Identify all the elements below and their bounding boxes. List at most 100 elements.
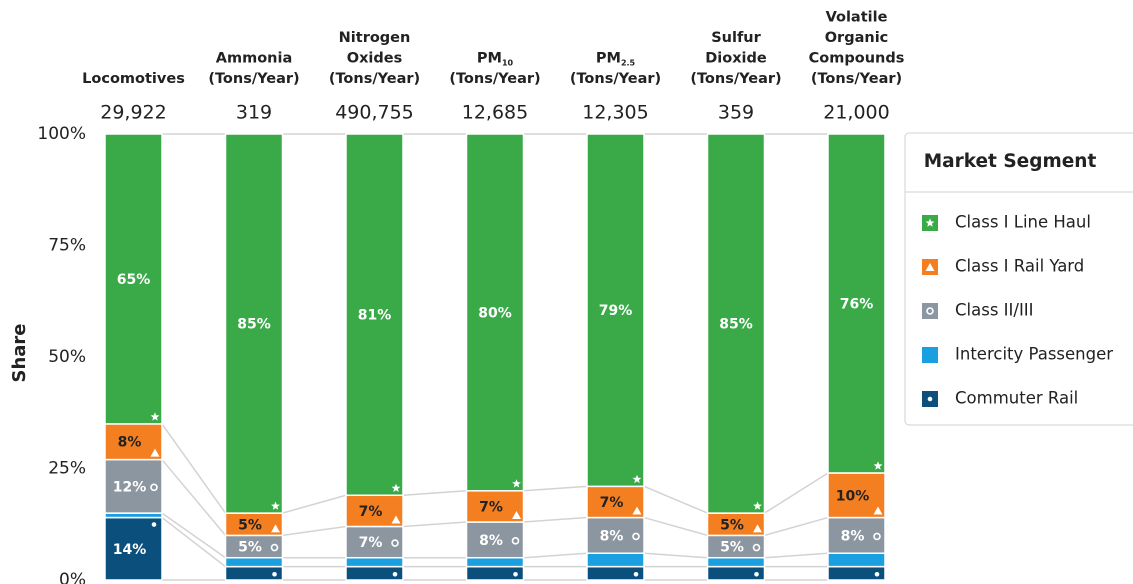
bar-segment [345,556,404,568]
triangle-icon [150,448,160,457]
y-tick-label: 0% [59,570,86,584]
dot-icon [151,522,157,527]
total-label: 490,755 [335,102,414,124]
legend-label: Class II/III [955,301,1034,320]
total-label: 319 [236,102,272,124]
legend-swatch [922,347,938,363]
bar-segment [104,458,163,514]
connector [402,490,467,497]
data-label: 85% [237,317,271,333]
category-label: (Tons/Year) [570,71,661,87]
category-label: (Tons/Year) [690,71,781,87]
bar-segment [827,133,886,474]
star-icon [512,479,521,488]
data-label: 81% [358,308,392,324]
star-icon [391,483,401,492]
ring-icon [150,483,158,492]
star-icon [150,412,160,421]
y-tick-label: 25% [48,459,86,479]
bar-segment [224,556,284,568]
ring-icon [391,539,399,547]
ring-icon [632,532,640,541]
connector [523,485,588,492]
bar-segment [224,133,284,514]
data-label: 8% [841,528,865,544]
connector [282,525,347,537]
data-label: 5% [238,540,262,556]
data-label: 14% [113,542,147,558]
category-sub: 10 [502,58,514,67]
bar-segment [465,521,525,559]
bar-segment [465,133,525,492]
connector [643,485,708,514]
category-label: Compounds [809,51,905,67]
connector [764,516,829,537]
category-label: Nitrogen [339,30,411,46]
total-label: 359 [718,102,754,124]
connector [161,423,227,514]
triangle-icon [925,263,935,271]
connector [764,472,829,514]
star-icon [632,474,642,484]
star-icon [925,218,935,227]
y-tick-label: 100% [37,124,86,144]
category-label: (Tons/Year) [329,71,420,87]
legend-box [904,132,1133,426]
ring-icon [926,307,934,315]
bar-segment [706,556,766,568]
bar-segment [827,472,886,519]
total-label: 12,685 [462,102,528,124]
legend-label: Commuter Rail [955,389,1078,408]
ring-icon [752,543,761,552]
dot-icon [754,572,759,577]
legend-label: Class I Rail Yard [955,257,1084,276]
data-label: 5% [720,517,744,533]
triangle-icon [271,524,280,533]
data-label: 79% [599,303,633,319]
data-label: 85% [719,317,753,333]
connector [282,494,347,514]
connector [161,512,226,559]
triangle-icon [873,506,883,515]
data-label: 8% [118,435,142,451]
legend-label: Intercity Passenger [955,345,1113,364]
y-tick-label: 75% [48,236,86,256]
ring-icon [270,543,279,552]
dot-icon [272,572,277,577]
category-sub: 2.5 [621,58,636,67]
data-label: 65% [117,272,151,288]
data-label: 12% [113,479,147,495]
star-icon [873,461,883,470]
bar-segment [586,516,645,554]
dot-icon [513,572,518,577]
legend-label: Class I Line Haul [955,213,1091,232]
legend-title: Market Segment [924,151,1097,172]
category-label: Volatile [826,10,888,26]
legend-swatch [922,303,938,319]
bar-segment [586,133,645,488]
category-label: (Tons/Year) [811,71,902,87]
data-label: 5% [238,517,262,533]
connector [523,516,588,523]
category-label: Dioxide [705,51,767,67]
data-label: 5% [720,540,744,556]
bar-segment [345,133,404,497]
total-label: 29,922 [100,102,166,124]
total-label: 12,305 [582,102,648,124]
category-label: Organic [825,30,889,46]
dot-icon [927,396,933,402]
star-icon [271,501,280,510]
y-tick-label: 50% [48,347,86,367]
ring-icon [873,532,881,541]
category-label: (Tons/Year) [208,71,299,87]
bar-segment [586,552,645,568]
dot-icon [633,572,639,577]
connector [643,516,708,537]
triangle-icon [632,506,642,515]
bar-segment [104,133,163,425]
total-label: 21,000 [823,102,889,124]
bar-segment [104,516,163,581]
category-main: PM [477,51,502,67]
triangle-icon [512,511,521,520]
data-label: 7% [359,504,383,520]
